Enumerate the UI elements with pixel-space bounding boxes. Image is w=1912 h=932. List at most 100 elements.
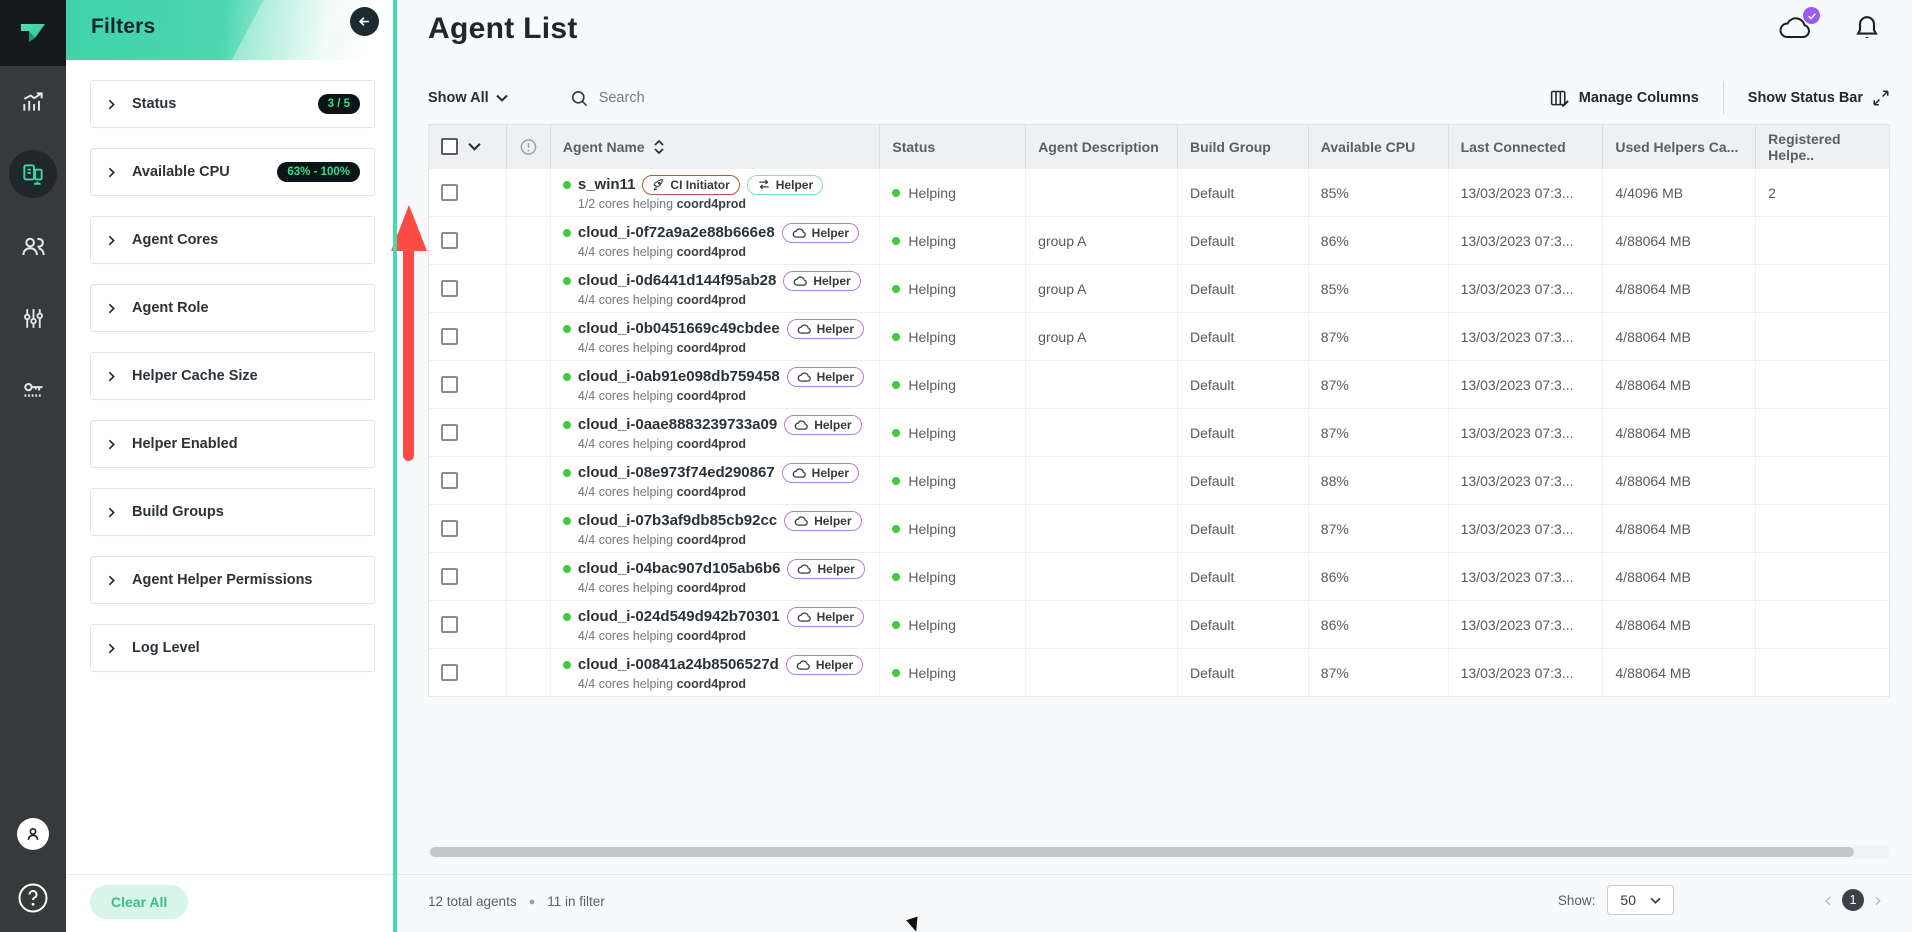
table-row[interactable]: s_win11 CI Initiator Helper 1/2 cores helpi… — [429, 168, 1889, 216]
registered-helpers-cell — [1756, 601, 1889, 648]
filter-item-build-groups[interactable]: Build Groups — [90, 488, 375, 536]
cloud-icon — [794, 419, 809, 431]
row-checkbox[interactable] — [441, 520, 458, 537]
row-checkbox[interactable] — [441, 328, 458, 345]
row-checkbox[interactable] — [441, 376, 458, 393]
agent-name[interactable]: cloud_i-07b3af9db85cb92cc — [577, 512, 778, 529]
show-all-dropdown[interactable]: Show All — [428, 90, 508, 106]
column-header-registered-helpers[interactable]: Registered Helpe.. — [1756, 125, 1889, 168]
column-header-last-connected[interactable]: Last Connected — [1449, 125, 1604, 168]
table-row[interactable]: cloud_i-04bac907d105ab6b6 Helper 4/4 cores… — [429, 552, 1889, 600]
sidebar-item-license[interactable] — [0, 354, 66, 426]
used-helpers-cell: 4/88064 MB — [1603, 649, 1757, 696]
available-cpu-cell: 86% — [1309, 601, 1449, 648]
chevron-right-icon — [105, 98, 118, 111]
tag-ci-initiator: CI Initiator — [642, 174, 740, 195]
agent-name[interactable]: cloud_i-024d549d942b70301 — [577, 608, 780, 625]
sort-icon[interactable] — [653, 139, 664, 154]
available-cpu-cell: 87% — [1309, 505, 1449, 552]
agent-description-cell — [1026, 169, 1178, 216]
used-helpers-cell: 4/4096 MB — [1603, 169, 1757, 216]
table-row[interactable]: cloud_i-0aae8883239733a09 Helper 4/4 cores… — [429, 408, 1889, 456]
filter-label: Log Level — [132, 640, 200, 656]
build-group-cell: Default — [1178, 265, 1309, 312]
table-row[interactable]: cloud_i-0b0451669c49cbdee Helper 4/4 cores… — [429, 312, 1889, 360]
agent-name[interactable]: cloud_i-0aae8883239733a09 — [577, 416, 778, 433]
row-checkbox[interactable] — [441, 472, 458, 489]
row-checkbox[interactable] — [441, 568, 458, 585]
filter-label: Agent Role — [132, 300, 209, 316]
row-checkbox[interactable] — [441, 664, 458, 681]
table-row[interactable]: cloud_i-0ab91e098db759458 Helper 4/4 cores… — [429, 360, 1889, 408]
row-alert-cell — [507, 313, 551, 360]
column-header-description[interactable]: Agent Description — [1026, 125, 1178, 168]
agent-name[interactable]: cloud_i-0d6441d144f95ab28 — [577, 272, 777, 289]
user-avatar[interactable] — [17, 818, 49, 850]
agent-table: Agent Name Status Agent Description Buil… — [428, 124, 1890, 697]
filter-item-available-cpu[interactable]: Available CPU 63% - 100% — [90, 148, 375, 196]
column-header-status[interactable]: Status — [880, 125, 1027, 168]
agent-name[interactable]: cloud_i-00841a24b8506527d — [577, 656, 779, 673]
filter-item-status[interactable]: Status 3 / 5 — [90, 80, 375, 128]
table-row[interactable]: cloud_i-08e973f74ed290867 Helper 4/4 cores… — [429, 456, 1889, 504]
page-size-select[interactable]: 50 — [1607, 885, 1674, 915]
table-row[interactable]: cloud_i-024d549d942b70301 Helper 4/4 cores… — [429, 600, 1889, 648]
select-all-checkbox[interactable] — [441, 138, 458, 155]
cloud-status-button[interactable] — [1778, 7, 1820, 47]
row-checkbox[interactable] — [441, 280, 458, 297]
table-row[interactable]: cloud_i-0f72a9a2e88b666e8 Helper 4/4 cores… — [429, 216, 1889, 264]
sidebar-item-agents[interactable] — [0, 138, 66, 210]
sidebar-item-dashboard[interactable] — [0, 66, 66, 138]
select-menu-chevron-icon[interactable] — [468, 142, 481, 151]
agent-name[interactable]: cloud_i-0b0451669c49cbdee — [577, 320, 780, 337]
filter-item-agent-cores[interactable]: Agent Cores — [90, 216, 375, 264]
agent-name[interactable]: s_win11 — [577, 176, 636, 193]
next-page-button[interactable]: › — [1874, 888, 1882, 912]
current-page[interactable]: 1 — [1842, 889, 1864, 911]
row-checkbox[interactable] — [441, 424, 458, 441]
row-checkbox[interactable] — [441, 616, 458, 633]
filter-item-log-level[interactable]: Log Level — [90, 624, 375, 672]
agent-name[interactable]: cloud_i-08e973f74ed290867 — [577, 464, 775, 481]
agent-cores-subtext: 4/4 cores helping coord4prod — [577, 292, 747, 307]
show-status-bar-button[interactable]: Show Status Bar — [1748, 89, 1890, 107]
column-header-used-helpers[interactable]: Used Helpers Ca... — [1603, 125, 1757, 168]
horizontal-scrollbar[interactable] — [428, 845, 1890, 859]
agent-description-cell — [1026, 409, 1178, 456]
status-dot — [892, 332, 901, 341]
search-input[interactable] — [598, 90, 759, 106]
notifications-button[interactable] — [1854, 14, 1880, 47]
filter-item-agent-role[interactable]: Agent Role — [90, 284, 375, 332]
table-row[interactable]: cloud_i-07b3af9db85cb92cc Helper 4/4 cores… — [429, 504, 1889, 552]
table-row[interactable]: cloud_i-00841a24b8506527d Helper 4/4 cores… — [429, 648, 1889, 696]
column-header-available-cpu[interactable]: Available CPU — [1309, 125, 1449, 168]
prev-page-button[interactable]: ‹ — [1824, 888, 1832, 912]
agent-name[interactable]: cloud_i-04bac907d105ab6b6 — [577, 560, 781, 577]
chevron-down-icon — [495, 94, 508, 102]
agent-name[interactable]: cloud_i-0f72a9a2e88b666e8 — [577, 224, 775, 241]
tag-helper: Helper — [786, 318, 865, 339]
app-logo[interactable] — [0, 0, 66, 66]
help-button[interactable] — [17, 882, 49, 914]
column-header-build-group[interactable]: Build Group — [1178, 125, 1309, 168]
row-checkbox[interactable] — [441, 232, 458, 249]
filter-item-helper-enabled[interactable]: Helper Enabled — [90, 420, 375, 468]
manage-columns-button[interactable]: Manage Columns — [1549, 88, 1699, 109]
agent-description-cell: group A — [1026, 265, 1178, 312]
sidebar-item-settings[interactable] — [0, 282, 66, 354]
column-header-agent-name[interactable]: Agent Name — [551, 125, 881, 168]
row-checkbox[interactable] — [441, 184, 458, 201]
search-box[interactable] — [570, 89, 759, 108]
scrollbar-thumb[interactable] — [430, 847, 1854, 857]
filter-item-agent-helper-permissions[interactable]: Agent Helper Permissions — [90, 556, 375, 604]
agent-description-cell: group A — [1026, 217, 1178, 264]
filter-item-helper-cache-size[interactable]: Helper Cache Size — [90, 352, 375, 400]
clear-all-button[interactable]: Clear All — [90, 885, 189, 919]
agent-cores-subtext: 4/4 cores helping coord4prod — [577, 388, 747, 403]
build-group-cell: Default — [1178, 601, 1309, 648]
collapse-filters-button[interactable] — [350, 7, 379, 36]
table-row[interactable]: cloud_i-0d6441d144f95ab28 Helper 4/4 cores… — [429, 264, 1889, 312]
sidebar-item-users[interactable] — [0, 210, 66, 282]
registered-helpers-cell — [1756, 265, 1889, 312]
agent-name[interactable]: cloud_i-0ab91e098db759458 — [577, 368, 780, 385]
